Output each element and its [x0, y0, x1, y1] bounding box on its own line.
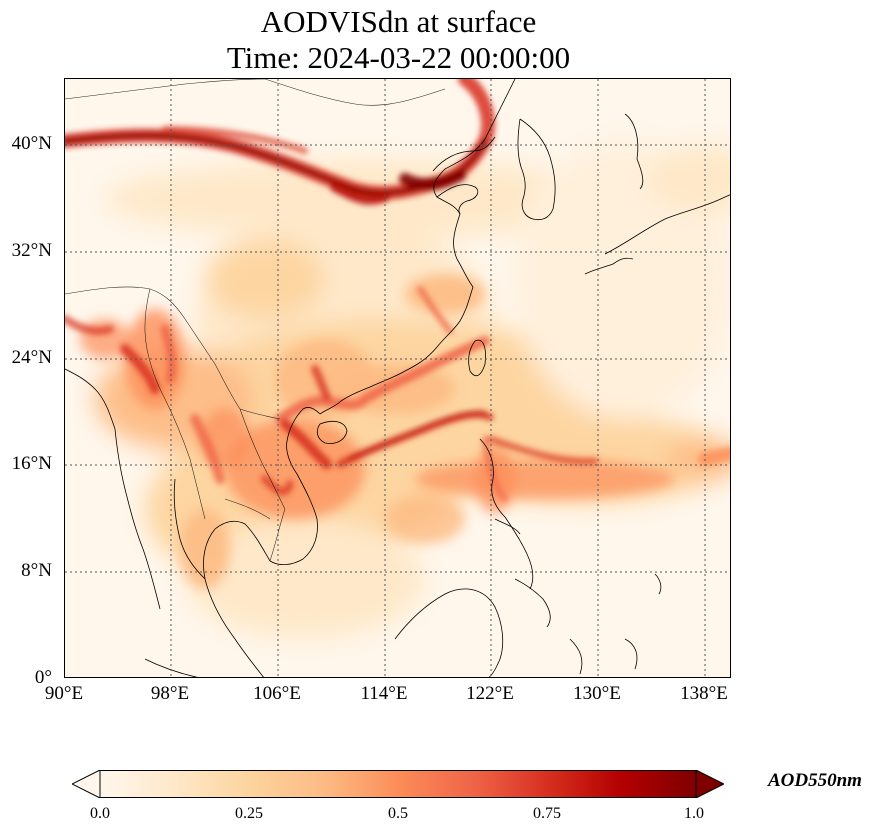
map-title: AODVISdn at surface — [260, 4, 537, 39]
lat-tick-16n: 16°N — [11, 453, 52, 474]
lat-tick-0: 0° — [34, 667, 52, 688]
colorbar-extend-min — [70, 769, 101, 799]
colorbar-tick-0: 0.0 — [90, 805, 110, 822]
lon-tick-90e: 90°E — [44, 683, 84, 704]
colorbar-extend-max — [695, 769, 726, 799]
colorbar-tick-05: 0.5 — [388, 805, 408, 822]
lon-tick-130e: 130°E — [573, 683, 621, 704]
map-plot-area[interactable] — [64, 78, 731, 678]
colorbar — [70, 769, 726, 799]
lat-tick-8n: 8°N — [21, 560, 52, 581]
map-time-subtitle: Time: 2024-03-22 00:00:00 — [226, 40, 571, 75]
lat-tick-24n: 24°N — [11, 347, 52, 368]
coastlines — [65, 79, 730, 677]
colorbar-gradient — [99, 770, 697, 798]
lon-tick-122e: 122°E — [466, 683, 514, 704]
lat-tick-32n: 32°N — [11, 240, 52, 261]
gridlines — [65, 79, 730, 677]
colorbar-tick-1: 1.0 — [684, 805, 704, 822]
lon-tick-98e: 98°E — [150, 683, 190, 704]
lon-tick-114e: 114°E — [360, 683, 408, 704]
colorbar-unit-label: AOD550nm — [768, 770, 862, 791]
country-borders — [65, 79, 446, 562]
lon-tick-138e: 138°E — [680, 683, 728, 704]
colorbar-tick-075: 0.75 — [533, 805, 561, 822]
aod-map — [65, 79, 730, 677]
lat-tick-40n: 40°N — [11, 133, 52, 154]
lon-tick-106e: 106°E — [253, 683, 301, 704]
colorbar-tick-025: 0.25 — [235, 805, 263, 822]
